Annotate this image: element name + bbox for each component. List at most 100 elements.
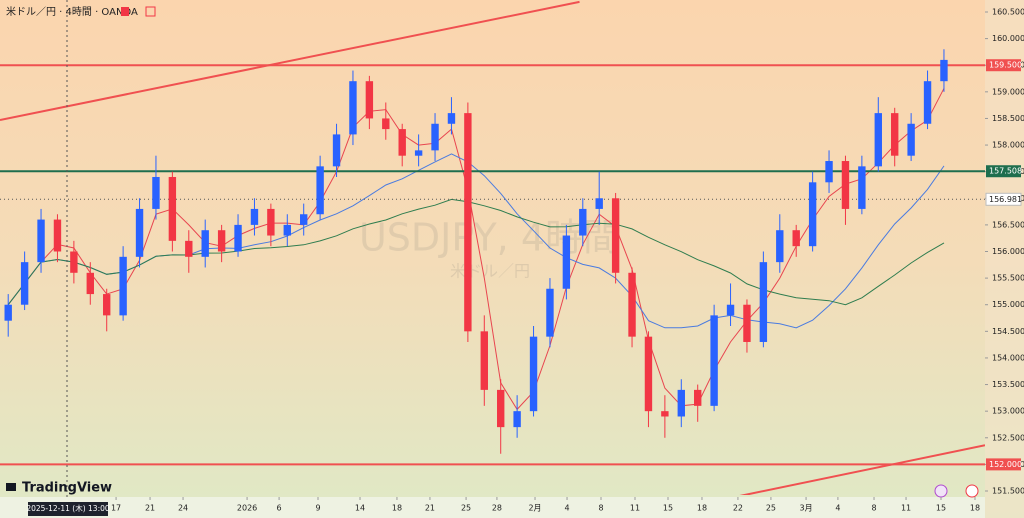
legend-icon bbox=[121, 7, 129, 16]
y-tick-label: 154.500 bbox=[992, 327, 1024, 336]
trendline bbox=[739, 444, 985, 495]
x-tick-label: 9 bbox=[315, 504, 320, 513]
candle-body bbox=[152, 176, 160, 209]
candle-body bbox=[103, 294, 111, 316]
candle-body bbox=[431, 123, 439, 151]
x-tick-label: 21 bbox=[425, 504, 435, 513]
candle-body bbox=[480, 331, 488, 390]
candle-body bbox=[923, 81, 932, 124]
x-tick-label: 2026 bbox=[237, 504, 257, 513]
x-tick-label: 25 bbox=[766, 504, 776, 513]
candle-body bbox=[891, 113, 899, 156]
moving-average bbox=[7, 88, 945, 411]
x-tick-label: 24 bbox=[178, 504, 188, 513]
candle-body bbox=[661, 411, 669, 417]
candle-body bbox=[217, 230, 226, 252]
y-tick-label: 160.000 bbox=[992, 34, 1024, 43]
candle-body bbox=[398, 129, 406, 156]
candle-body bbox=[135, 208, 144, 257]
x-tick-label: 4 bbox=[564, 504, 569, 513]
candle-body bbox=[759, 262, 768, 342]
candle-body bbox=[185, 240, 193, 257]
x-tick-label: 8 bbox=[871, 504, 876, 513]
brand-logo bbox=[6, 483, 16, 491]
y-tick-label: 158.500 bbox=[992, 114, 1024, 123]
candle-body bbox=[70, 251, 78, 273]
candle-body bbox=[562, 235, 571, 289]
y-tick-label: 154.000 bbox=[992, 353, 1024, 362]
candle-body bbox=[250, 208, 259, 225]
y-tick-label: 156.500 bbox=[992, 220, 1024, 229]
legend-icon bbox=[145, 6, 156, 17]
y-tick-label: 159.000 bbox=[992, 87, 1024, 96]
y-tick-label: 153.000 bbox=[992, 407, 1024, 416]
x-tick-label: 4 bbox=[835, 504, 840, 513]
brand: TradingView bbox=[22, 481, 112, 496]
candle-body bbox=[382, 118, 390, 130]
x-tick-label: 15 bbox=[936, 504, 946, 513]
x-tick-label: 17 bbox=[111, 504, 121, 513]
candle-body bbox=[53, 219, 62, 252]
candle-body bbox=[677, 389, 685, 417]
x-tick-label: 6 bbox=[277, 504, 282, 513]
candle-body bbox=[743, 304, 751, 342]
candle-body bbox=[808, 182, 817, 247]
y-tick-label: 155.000 bbox=[992, 300, 1024, 309]
y-tick-label: 155.500 bbox=[992, 274, 1024, 283]
y-tick-label: 156.000 bbox=[992, 247, 1024, 256]
last-price-bg bbox=[985, 192, 1022, 206]
candle-body bbox=[874, 113, 882, 167]
candle-body bbox=[365, 81, 374, 119]
x-tick-label: 28 bbox=[492, 504, 502, 513]
x-tick-label: 11 bbox=[630, 504, 640, 513]
candle-body bbox=[497, 389, 505, 428]
candle-body bbox=[546, 288, 554, 337]
candle-body bbox=[825, 161, 833, 183]
candle-body bbox=[611, 198, 620, 273]
icon[interactable] bbox=[934, 484, 948, 498]
candle-body bbox=[349, 81, 357, 135]
candle-body bbox=[858, 166, 866, 209]
y-tick-label: 158.000 bbox=[992, 141, 1024, 150]
candle-body bbox=[300, 214, 308, 225]
candle-body bbox=[447, 113, 456, 124]
candle-body bbox=[37, 219, 45, 263]
watermark: USDJPY, 4時間 bbox=[359, 216, 621, 260]
level-label: 157.508 bbox=[989, 167, 1022, 176]
candle-body bbox=[940, 59, 948, 82]
candle-body bbox=[628, 272, 636, 337]
candle-body bbox=[595, 198, 603, 209]
candle-body bbox=[776, 230, 784, 263]
crosshair-label-bg bbox=[28, 502, 108, 516]
candle-body bbox=[710, 315, 718, 406]
candle-body bbox=[464, 113, 472, 332]
price-axis-bg bbox=[985, 0, 1024, 518]
candle-body bbox=[234, 224, 242, 252]
crosshair-label: 2025-12-11 (木) 13:00 bbox=[26, 503, 110, 513]
candle-body bbox=[694, 389, 702, 406]
last-price-label: 156.981 bbox=[989, 195, 1022, 204]
candle-body bbox=[283, 224, 291, 236]
candle-body bbox=[726, 304, 735, 316]
y-tick-label: 152.500 bbox=[992, 433, 1024, 442]
x-tick-label: 14 bbox=[355, 504, 365, 513]
level-label-bg bbox=[986, 59, 1021, 72]
candle-body bbox=[644, 336, 653, 412]
level-label-bg bbox=[986, 165, 1021, 178]
candle-body bbox=[907, 123, 915, 156]
x-tick-label: 8 bbox=[598, 504, 603, 513]
candle-body bbox=[513, 411, 521, 428]
x-tick-label: 2月 bbox=[528, 504, 541, 513]
candle-body bbox=[414, 150, 423, 156]
candle-body bbox=[529, 336, 538, 412]
chart-title: 米ドル／円 · 4時間 · OANDA bbox=[6, 5, 138, 18]
candle-body bbox=[316, 166, 324, 215]
level-label: 152.000 bbox=[989, 460, 1022, 469]
trendline bbox=[0, 0, 580, 122]
x-tick-label: 21 bbox=[145, 504, 155, 513]
candle-body bbox=[201, 230, 209, 257]
icon[interactable] bbox=[965, 484, 979, 498]
x-tick-label: 18 bbox=[697, 504, 707, 513]
candle-body bbox=[119, 256, 127, 316]
